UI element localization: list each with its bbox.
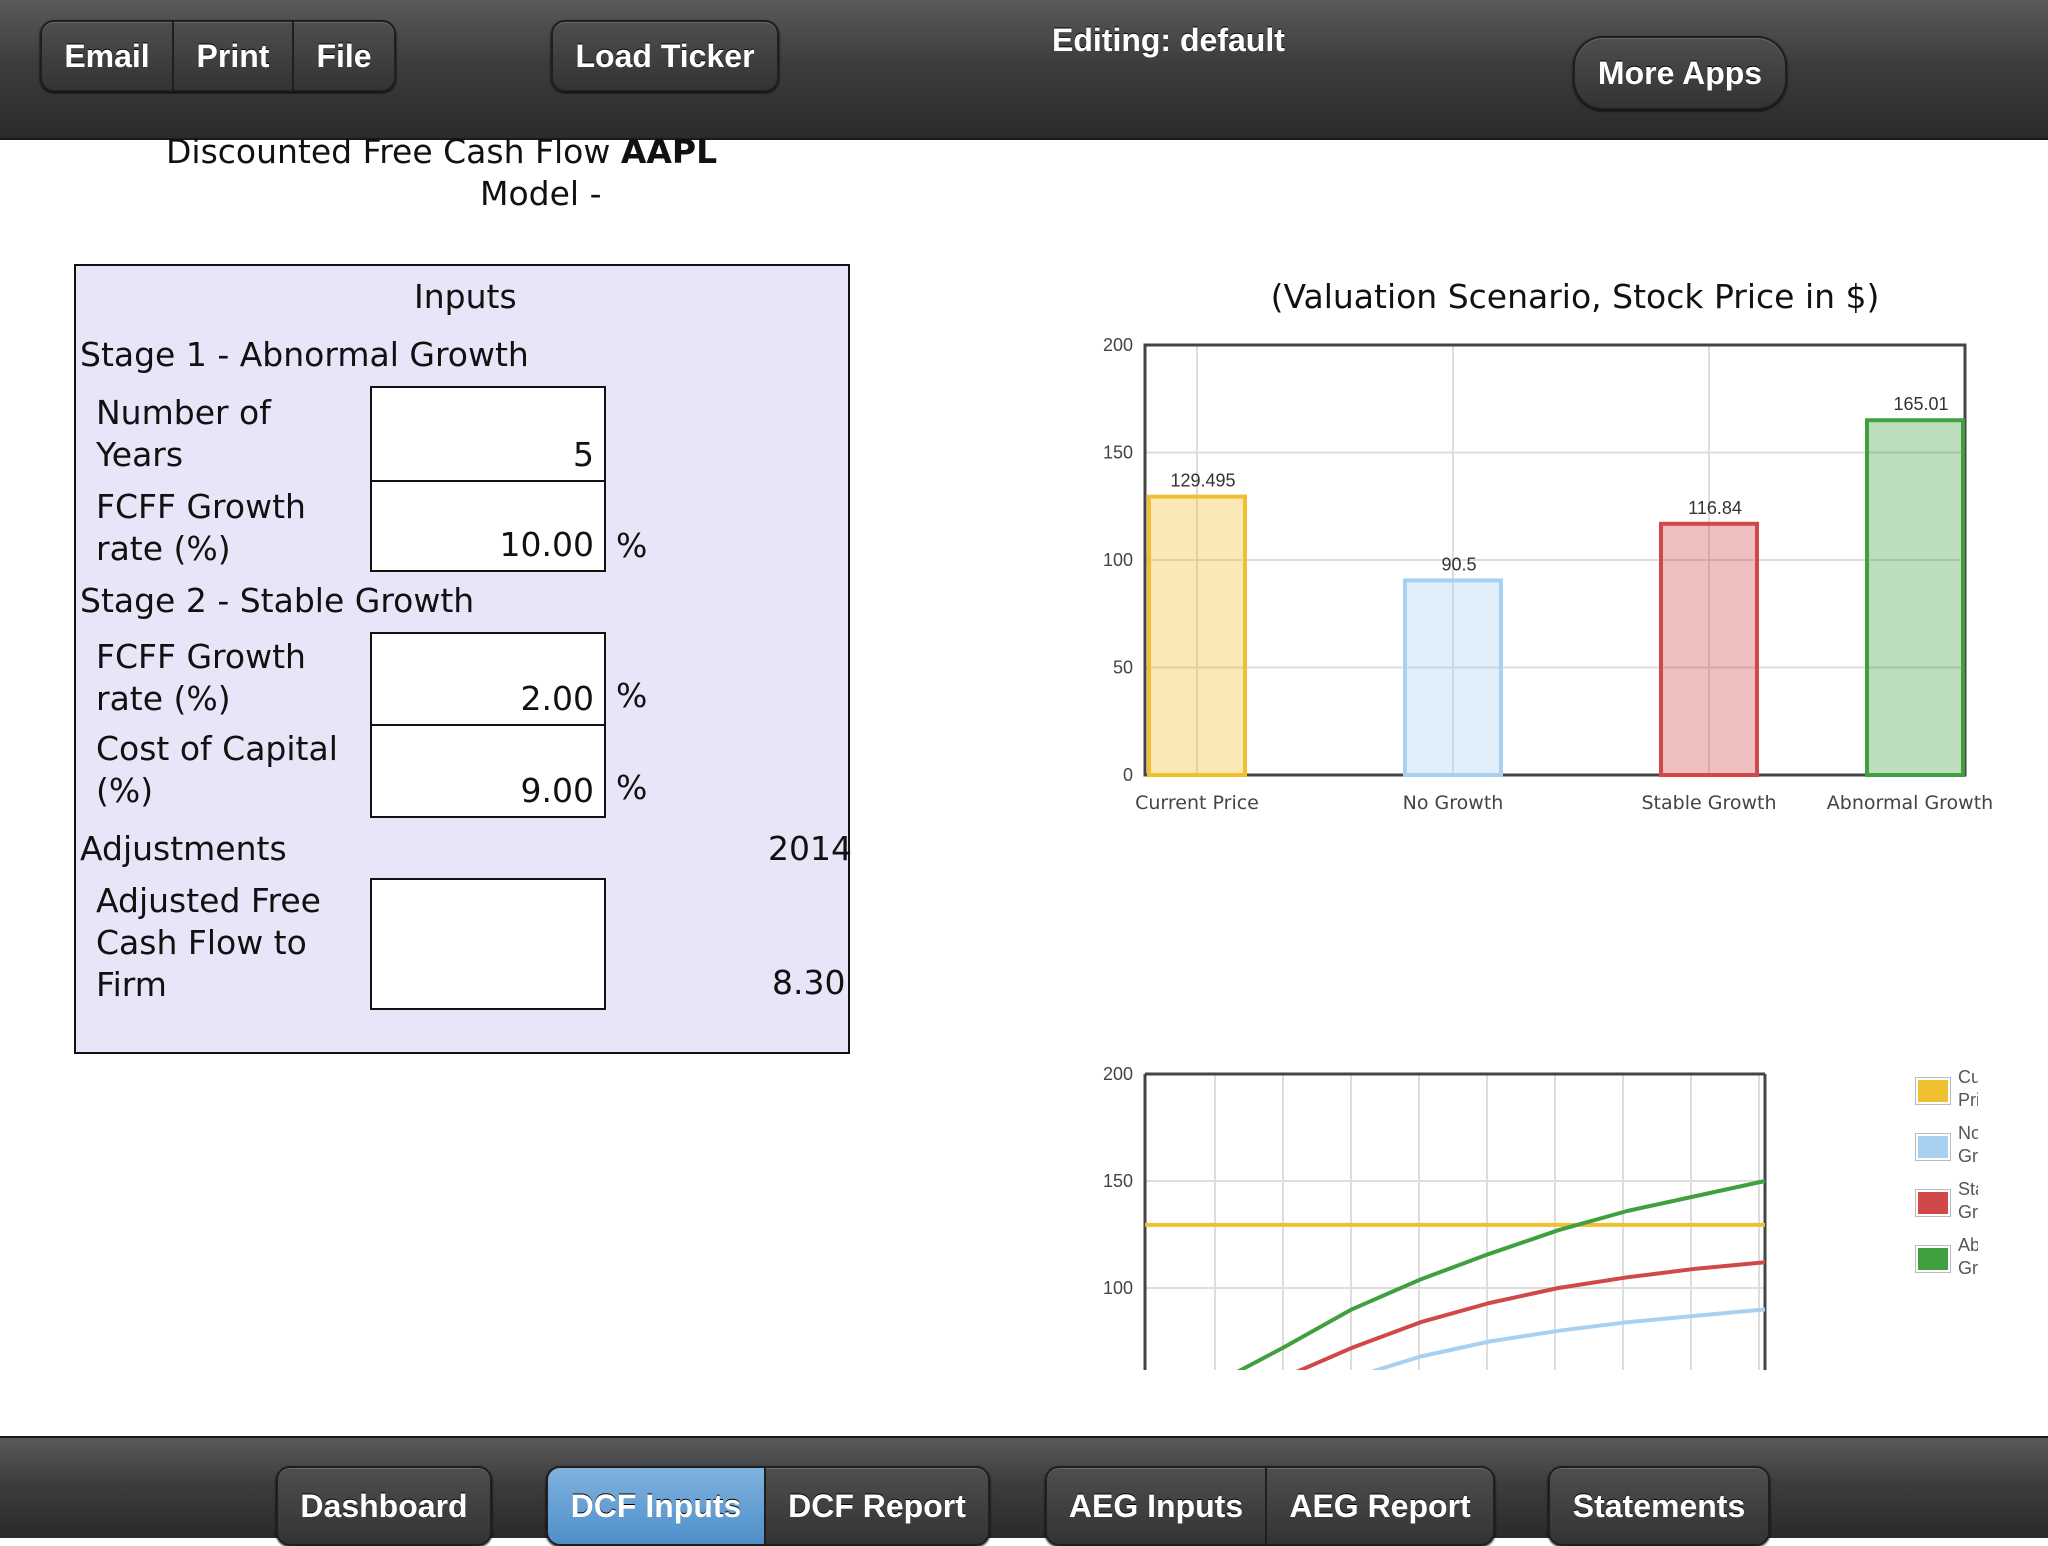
fcff2-label: FCFF Growth rate (%) [96,636,306,720]
statements-segment: Statements [1548,1466,1770,1546]
top-toolbar: Email Print File Load Ticker Editing: de… [0,0,2048,140]
legend-swatch [1915,1189,1951,1217]
tab-statements[interactable]: Statements [1572,1487,1746,1524]
series-line [1236,1179,1766,1370]
fcff1-percent-sign: % [616,526,648,565]
editing-status: Editing: default [1052,22,1285,58]
series-line [1295,1260,1766,1370]
y-tick-label: 200 [1103,1064,1133,1084]
stage2-heading: Stage 2 - Stable Growth [80,581,475,620]
legend-item: StaGro [1910,1178,1990,1228]
legend-swatch [1915,1133,1951,1161]
x-tick-label: Abnormal Growth [1827,792,1993,814]
legend-item: CurPric [1910,1066,1990,1116]
fcff1-label: FCFF Growth rate (%) [96,486,306,570]
more-apps-button[interactable]: More Apps [1597,54,1763,91]
cost-of-capital-field[interactable]: 9.00 [370,724,606,818]
afcf-label-line1: Adjusted Free [96,881,321,920]
series-line [1370,1307,1766,1370]
afcf-field[interactable] [370,878,606,1010]
num-years-label-line1: Number of [96,393,271,432]
more-apps-segment: More Apps [1573,36,1787,110]
y-tick-label: 0 [1123,765,1133,785]
bottom-tab-bar: Dashboard DCF Inputs DCF Report AEG Inpu… [0,1436,2048,1546]
stage1-heading: Stage 1 - Abnormal Growth [80,335,529,374]
aeg-segment: AEG Inputs AEG Report [1045,1466,1495,1546]
legend-label: CurPric [1958,1067,1978,1110]
dcf-segment: DCF Inputs DCF Report [546,1466,990,1546]
share-segment: Email Print File [40,20,396,92]
tab-dcf-report[interactable]: DCF Report [764,1468,988,1544]
coc-label: Cost of Capital (%) [96,728,338,812]
bar [1147,494,1247,777]
file-button[interactable]: File [292,22,394,90]
tab-aeg-report[interactable]: AEG Report [1265,1468,1493,1544]
load-ticker-button[interactable]: Load Ticker [575,37,755,74]
afcf-label: Adjusted Free Cash Flow to Firm [96,880,321,1006]
bar-value-label: 90.5 [1441,554,1476,574]
email-button[interactable]: Email [64,37,150,74]
fcff1-label-line2: rate (%) [96,529,231,568]
afcf-label-line3: Firm [96,965,167,1004]
tab-dashboard[interactable]: Dashboard [300,1487,468,1524]
afcf-value: 8.30 [772,963,846,1002]
inputs-header: Inputs [414,277,517,316]
y-tick-label: 200 [1103,335,1133,355]
y-tick-label: 150 [1103,443,1133,463]
bar [1659,521,1759,777]
bar-value-label: 165.01 [1893,394,1948,414]
fcff2-percent-sign: % [616,676,648,715]
adjustments-year: 2014 [768,829,852,868]
fcff2-label-line1: FCFF Growth [96,637,306,676]
num-years-label-line2: Years [96,435,184,474]
coc-label-line1: Cost of Capital [96,729,338,768]
y-tick-label: 100 [1103,550,1133,570]
x-tick-label: Current Price [1135,792,1259,814]
page-title-text: Discounted Free Cash Flow [166,132,611,171]
print-button[interactable]: Print [172,22,292,90]
legend-swatch [1915,1245,1951,1273]
fcff1-growth-field[interactable]: 10.00 [370,480,606,572]
bar [1865,418,1965,778]
dashboard-segment: Dashboard [276,1466,492,1546]
legend-label: StaGro [1958,1179,1978,1222]
tab-dcf-inputs[interactable]: DCF Inputs [548,1468,764,1544]
coc-label-line2: (%) [96,771,154,810]
adjustments-heading: Adjustments [80,829,287,868]
fcff1-label-line1: FCFF Growth [96,487,306,526]
tab-aeg-inputs[interactable]: AEG Inputs [1068,1487,1244,1524]
x-tick-label: Stable Growth [1642,792,1777,814]
valuation-line-chart: 100 150 200 [1103,1064,1767,1370]
afcf-label-line2: Cash Flow to [96,923,307,962]
ticker-symbol: AAPL [620,132,718,171]
inputs-panel: Inputs Stage 1 - Abnormal Growth Number … [74,264,852,1054]
legend-item: AbrGro [1910,1234,1990,1284]
coc-percent-sign: % [616,768,648,807]
page-title-line2: Model - [480,174,602,213]
page-title: Discounted Free Cash Flow AAPL [166,132,717,171]
legend-swatch [1915,1077,1951,1105]
x-tick-label: No Growth [1403,792,1504,814]
load-ticker-segment: Load Ticker [551,20,779,92]
bar-value-label: 116.84 [1688,498,1742,518]
valuation-bar-chart: (Valuation Scenario, Stock Price in $) 0 5… [1103,277,1993,814]
y-tick-label: 50 [1113,658,1133,678]
num-years-field[interactable]: 5 [370,386,606,482]
bar [1403,578,1503,777]
y-tick-label: 150 [1103,1171,1133,1191]
fcff2-growth-field[interactable]: 2.00 [370,632,606,726]
bar-value-label: 129.495 [1170,471,1235,491]
legend-label: AbrGro [1958,1235,1978,1278]
y-tick-label: 100 [1103,1278,1133,1298]
fcff2-label-line2: rate (%) [96,679,231,718]
num-years-label: Number of Years [96,392,271,476]
chart-title: (Valuation Scenario, Stock Price in $) [1271,277,1880,316]
